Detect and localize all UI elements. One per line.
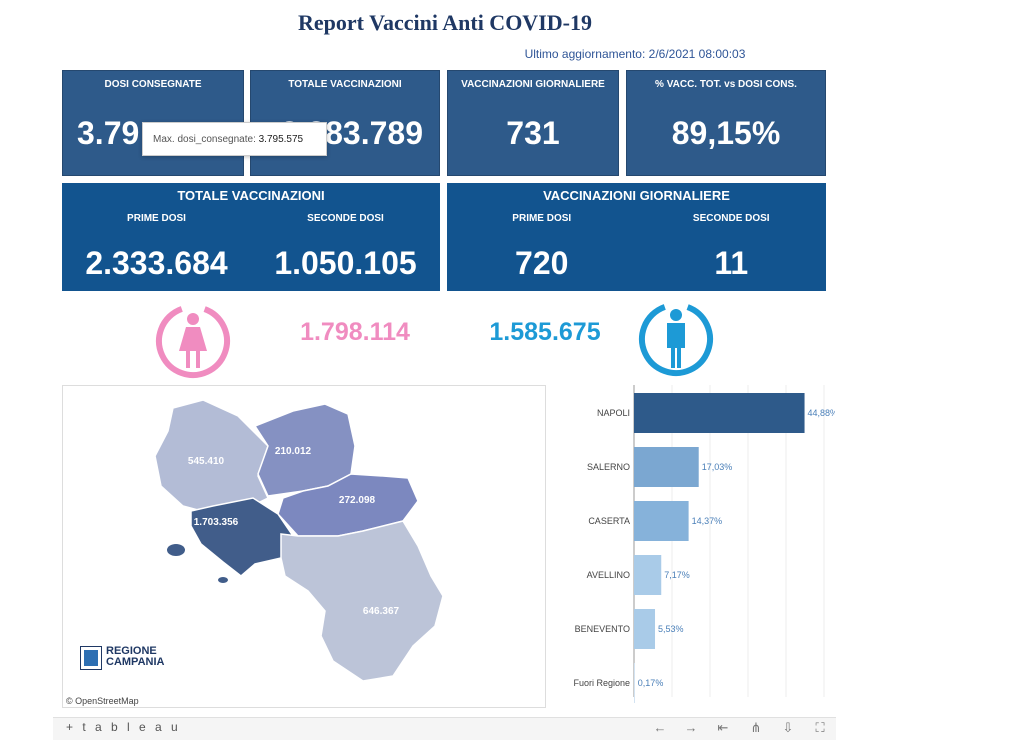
bar-value-label: 17,03% <box>702 462 733 472</box>
map-province-salerno <box>280 520 444 682</box>
kpi-percent-vacc[interactable]: % VACC. TOT. vs DOSI CONS. 89,15% <box>626 70 826 176</box>
logo-line-1: REGIONE <box>106 645 157 657</box>
undo-icon[interactable]: ← <box>653 720 667 735</box>
regione-campania-logo-text: REGIONE CAMPANIA <box>106 646 164 668</box>
fullscreen-icon[interactable]: ⛶ <box>815 720 825 735</box>
campania-map[interactable]: 545.410 210.012 272.098 1.703.356 646.36… <box>62 385 546 708</box>
band-title: TOTALE VACCINAZIONI <box>177 188 325 203</box>
band-totale-vaccinazioni[interactable]: TOTALE VACCINAZIONI PRIME DOSI SECONDE D… <box>62 183 440 291</box>
revert-icon[interactable]: ⇤ <box>717 720 729 735</box>
map-label-salerno: 646.367 <box>363 606 400 617</box>
osm-attribution[interactable]: © OpenStreetMap <box>66 696 139 706</box>
bar-napoli[interactable] <box>634 393 805 433</box>
bar-category-label: SALERNO <box>587 462 630 472</box>
seconde-dosi-label: SECONDE DOSI <box>307 213 384 224</box>
seconde-dosi-label: SECONDE DOSI <box>692 213 770 224</box>
female-vaccinated-value: 1.798.114 <box>300 318 410 346</box>
bar-value-label: 7,17% <box>664 570 690 580</box>
redo-icon[interactable]: → <box>684 720 698 735</box>
bar-category-label: NAPOLI <box>597 408 630 418</box>
seconde-dosi-value: 1.050.105 <box>274 245 417 281</box>
bar-category-label: AVELLINO <box>587 570 630 580</box>
kpi-label: VACCINAZIONI GIORNALIERE <box>461 79 605 90</box>
male-vaccinated-value: 1.585.675 <box>489 318 601 346</box>
tableau-logo[interactable]: + t a b l e a u <box>66 720 181 734</box>
bar-avellino[interactable] <box>634 555 662 595</box>
kpi-label: DOSI CONSEGNATE <box>104 79 202 90</box>
female-icon <box>156 304 230 378</box>
map-label-caserta: 545.410 <box>188 456 225 467</box>
map-label-avellino: 272.098 <box>339 495 376 506</box>
tooltip-value: 3.795.575 <box>258 134 304 145</box>
band-title: VACCINAZIONI GIORNALIERE <box>543 188 730 203</box>
tooltip: Max. dosi_consegnate: 3.795.575 <box>142 122 327 156</box>
tableau-toolbar <box>53 717 836 740</box>
bar-value-label: 5,53% <box>658 624 684 634</box>
bar-caserta[interactable] <box>634 501 689 541</box>
band-vaccinazioni-giornaliere[interactable]: VACCINAZIONI GIORNALIERE PRIME DOSI SECO… <box>447 183 826 291</box>
regione-campania-logo-icon <box>80 646 102 670</box>
bar-category-label: BENEVENTO <box>575 624 630 634</box>
kpi-value: 3.79 <box>77 115 140 151</box>
page-title: Report Vaccini Anti COVID-19 <box>298 10 592 35</box>
download-icon[interactable]: ⇩ <box>782 720 794 735</box>
bar-salerno[interactable] <box>634 447 699 487</box>
seconde-dosi-value: 11 <box>714 245 749 281</box>
kpi-label: TOTALE VACCINAZIONI <box>288 79 402 90</box>
share-icon[interactable]: ⋔ <box>750 720 762 735</box>
bar-fuori-regione[interactable] <box>634 663 635 703</box>
bar-category-label: CASERTA <box>588 516 630 526</box>
province-bar-chart[interactable]: NAPOLI 44,88% SALERNO 17,03% CASERTA 14,37% AV… <box>555 385 835 703</box>
map-province-napoli <box>190 497 294 577</box>
kpi-label: % VACC. TOT. vs DOSI CONS. <box>655 79 797 90</box>
map-label-benevento: 210.012 <box>275 446 312 457</box>
map-label-napoli: 1.703.356 <box>194 517 239 528</box>
map-island-ischia <box>167 544 185 556</box>
logo-line-2: CAMPANIA <box>106 656 165 668</box>
last-update: Ultimo aggiornamento: 2/6/2021 08:00:03 <box>524 47 746 61</box>
tooltip-label: Max. dosi_consegnate: <box>153 134 256 145</box>
map-island-capri <box>218 577 228 583</box>
kpi-vaccinazioni-giornaliere[interactable]: VACCINAZIONI GIORNALIERE 731 <box>447 70 619 176</box>
bar-category-label: Fuori Regione <box>573 678 630 688</box>
prime-dosi-value: 720 <box>515 245 569 281</box>
bar-value-label: 14,37% <box>692 516 723 526</box>
prime-dosi-label: PRIME DOSI <box>512 213 572 224</box>
kpi-value: 731 <box>506 115 560 151</box>
bar-value-label: 0,17% <box>638 678 664 688</box>
kpi-value: 89,15% <box>671 115 781 151</box>
prime-dosi-value: 2.333.684 <box>85 245 228 281</box>
prime-dosi-label: PRIME DOSI <box>127 213 186 224</box>
male-icon <box>639 302 713 376</box>
bar-value-label: 44,88% <box>808 408 835 418</box>
bar-benevento[interactable] <box>634 609 656 649</box>
